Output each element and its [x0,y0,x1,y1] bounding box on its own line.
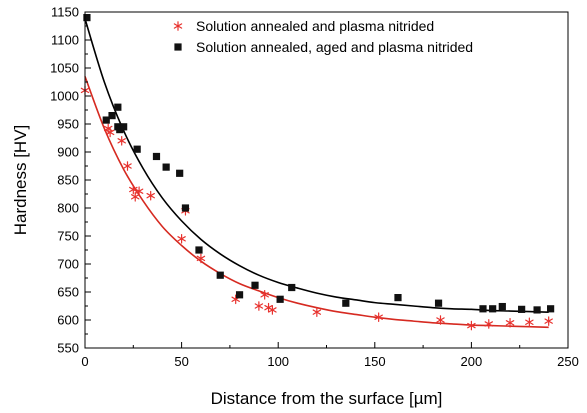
fit-curves [84,18,549,329]
fit-curve-series-0 [84,76,549,329]
y-tick-label: 900 [57,145,79,160]
data-point-series-1 [162,163,170,171]
legend-marker-solution-annealed [173,21,183,31]
x-tick-label: 250 [557,354,579,369]
y-tick-label: 650 [57,285,79,300]
y-tick-label: 1050 [50,61,79,76]
y-tick-label: 1100 [51,33,79,48]
data-point-series-1 [489,305,497,313]
data-point-series-1 [102,116,110,124]
plot-frame [84,11,569,349]
data-point-series-0 [196,253,206,264]
data-point-series-0 [254,301,264,311]
legend-marker-solution-annealed-aged [174,43,182,51]
data-point-series-1 [195,246,203,254]
data-point-series-1 [176,169,184,177]
y-axis-title: Hardness [HV] [11,125,30,236]
legend-square-marker [174,43,182,51]
data-point-series-1 [434,299,443,307]
data-point-series-1 [518,305,526,313]
y-tick-label: 800 [57,201,79,216]
y-tick-label: 750 [57,229,79,244]
data-point-series-0 [467,320,476,331]
data-point-series-0 [123,161,132,171]
data-point-series-1 [342,299,350,307]
data-point-series-0 [374,312,383,322]
x-tick-label: 0 [81,354,88,369]
data-point-series-1 [533,306,541,314]
data-point-series-0 [117,136,126,146]
legend-label-solution-annealed-aged: Solution annealed, aged and plasma nitri… [196,39,473,55]
data-point-series-1 [108,112,116,120]
data-point-series-1 [288,283,296,292]
y-tick-label: 850 [57,173,79,188]
data-point-series-1 [276,295,284,303]
data-point-series-0 [146,190,155,201]
data-point-series-0 [177,234,186,244]
y-tick-label: 550 [57,341,79,356]
data-point-series-0 [436,315,445,325]
y-tick-label: 1000 [50,89,79,104]
y-tick-label: 600 [57,313,79,328]
legend-asterisk-marker [173,21,183,31]
data-point-series-1 [251,281,259,289]
data-point-series-0 [312,307,322,317]
data-point-series-1 [235,291,244,299]
data-point-series-0 [268,305,277,315]
data-point-series-1 [547,305,555,313]
data-points [80,14,555,331]
x-tick-label: 100 [267,354,289,369]
data-point-series-1 [83,14,91,22]
data-point-series-1 [152,152,161,161]
x-tick-label: 150 [364,354,386,369]
legend-label-solution-annealed: Solution annealed and plasma nitrided [196,18,434,34]
data-point-series-0 [105,127,115,138]
x-tick-label: 200 [461,354,483,369]
data-point-series-0 [525,317,534,328]
data-point-series-0 [130,192,140,202]
y-tick-label: 950 [57,117,79,132]
data-point-series-1 [479,305,487,313]
data-point-series-1 [216,271,224,279]
data-point-series-1 [394,294,402,302]
data-point-series-0 [260,290,269,300]
data-point-series-1 [116,126,124,134]
legend: Solution annealed and plasma nitrided So… [173,18,473,55]
y-tick-label: 1150 [51,5,79,20]
x-axis-title: Distance from the surface [µm] [211,389,443,408]
data-point-series-1 [498,302,506,311]
fit-curve-series-1 [84,18,549,313]
data-point-series-1 [114,103,122,111]
data-point-series-0 [134,186,144,196]
data-point-series-1 [120,123,128,131]
data-point-series-1 [133,145,141,153]
y-tick-label: 700 [57,257,79,272]
axis-ticks: 0 50 100 150 200 250 550 600 650 700 750 800 850 900 9… [50,5,579,370]
data-point-series-0 [505,318,515,328]
data-point-series-0 [484,319,494,329]
x-tick-label: 50 [174,354,188,369]
data-point-series-0 [129,184,138,195]
data-point-series-1 [181,204,190,212]
data-point-series-0 [544,316,553,326]
